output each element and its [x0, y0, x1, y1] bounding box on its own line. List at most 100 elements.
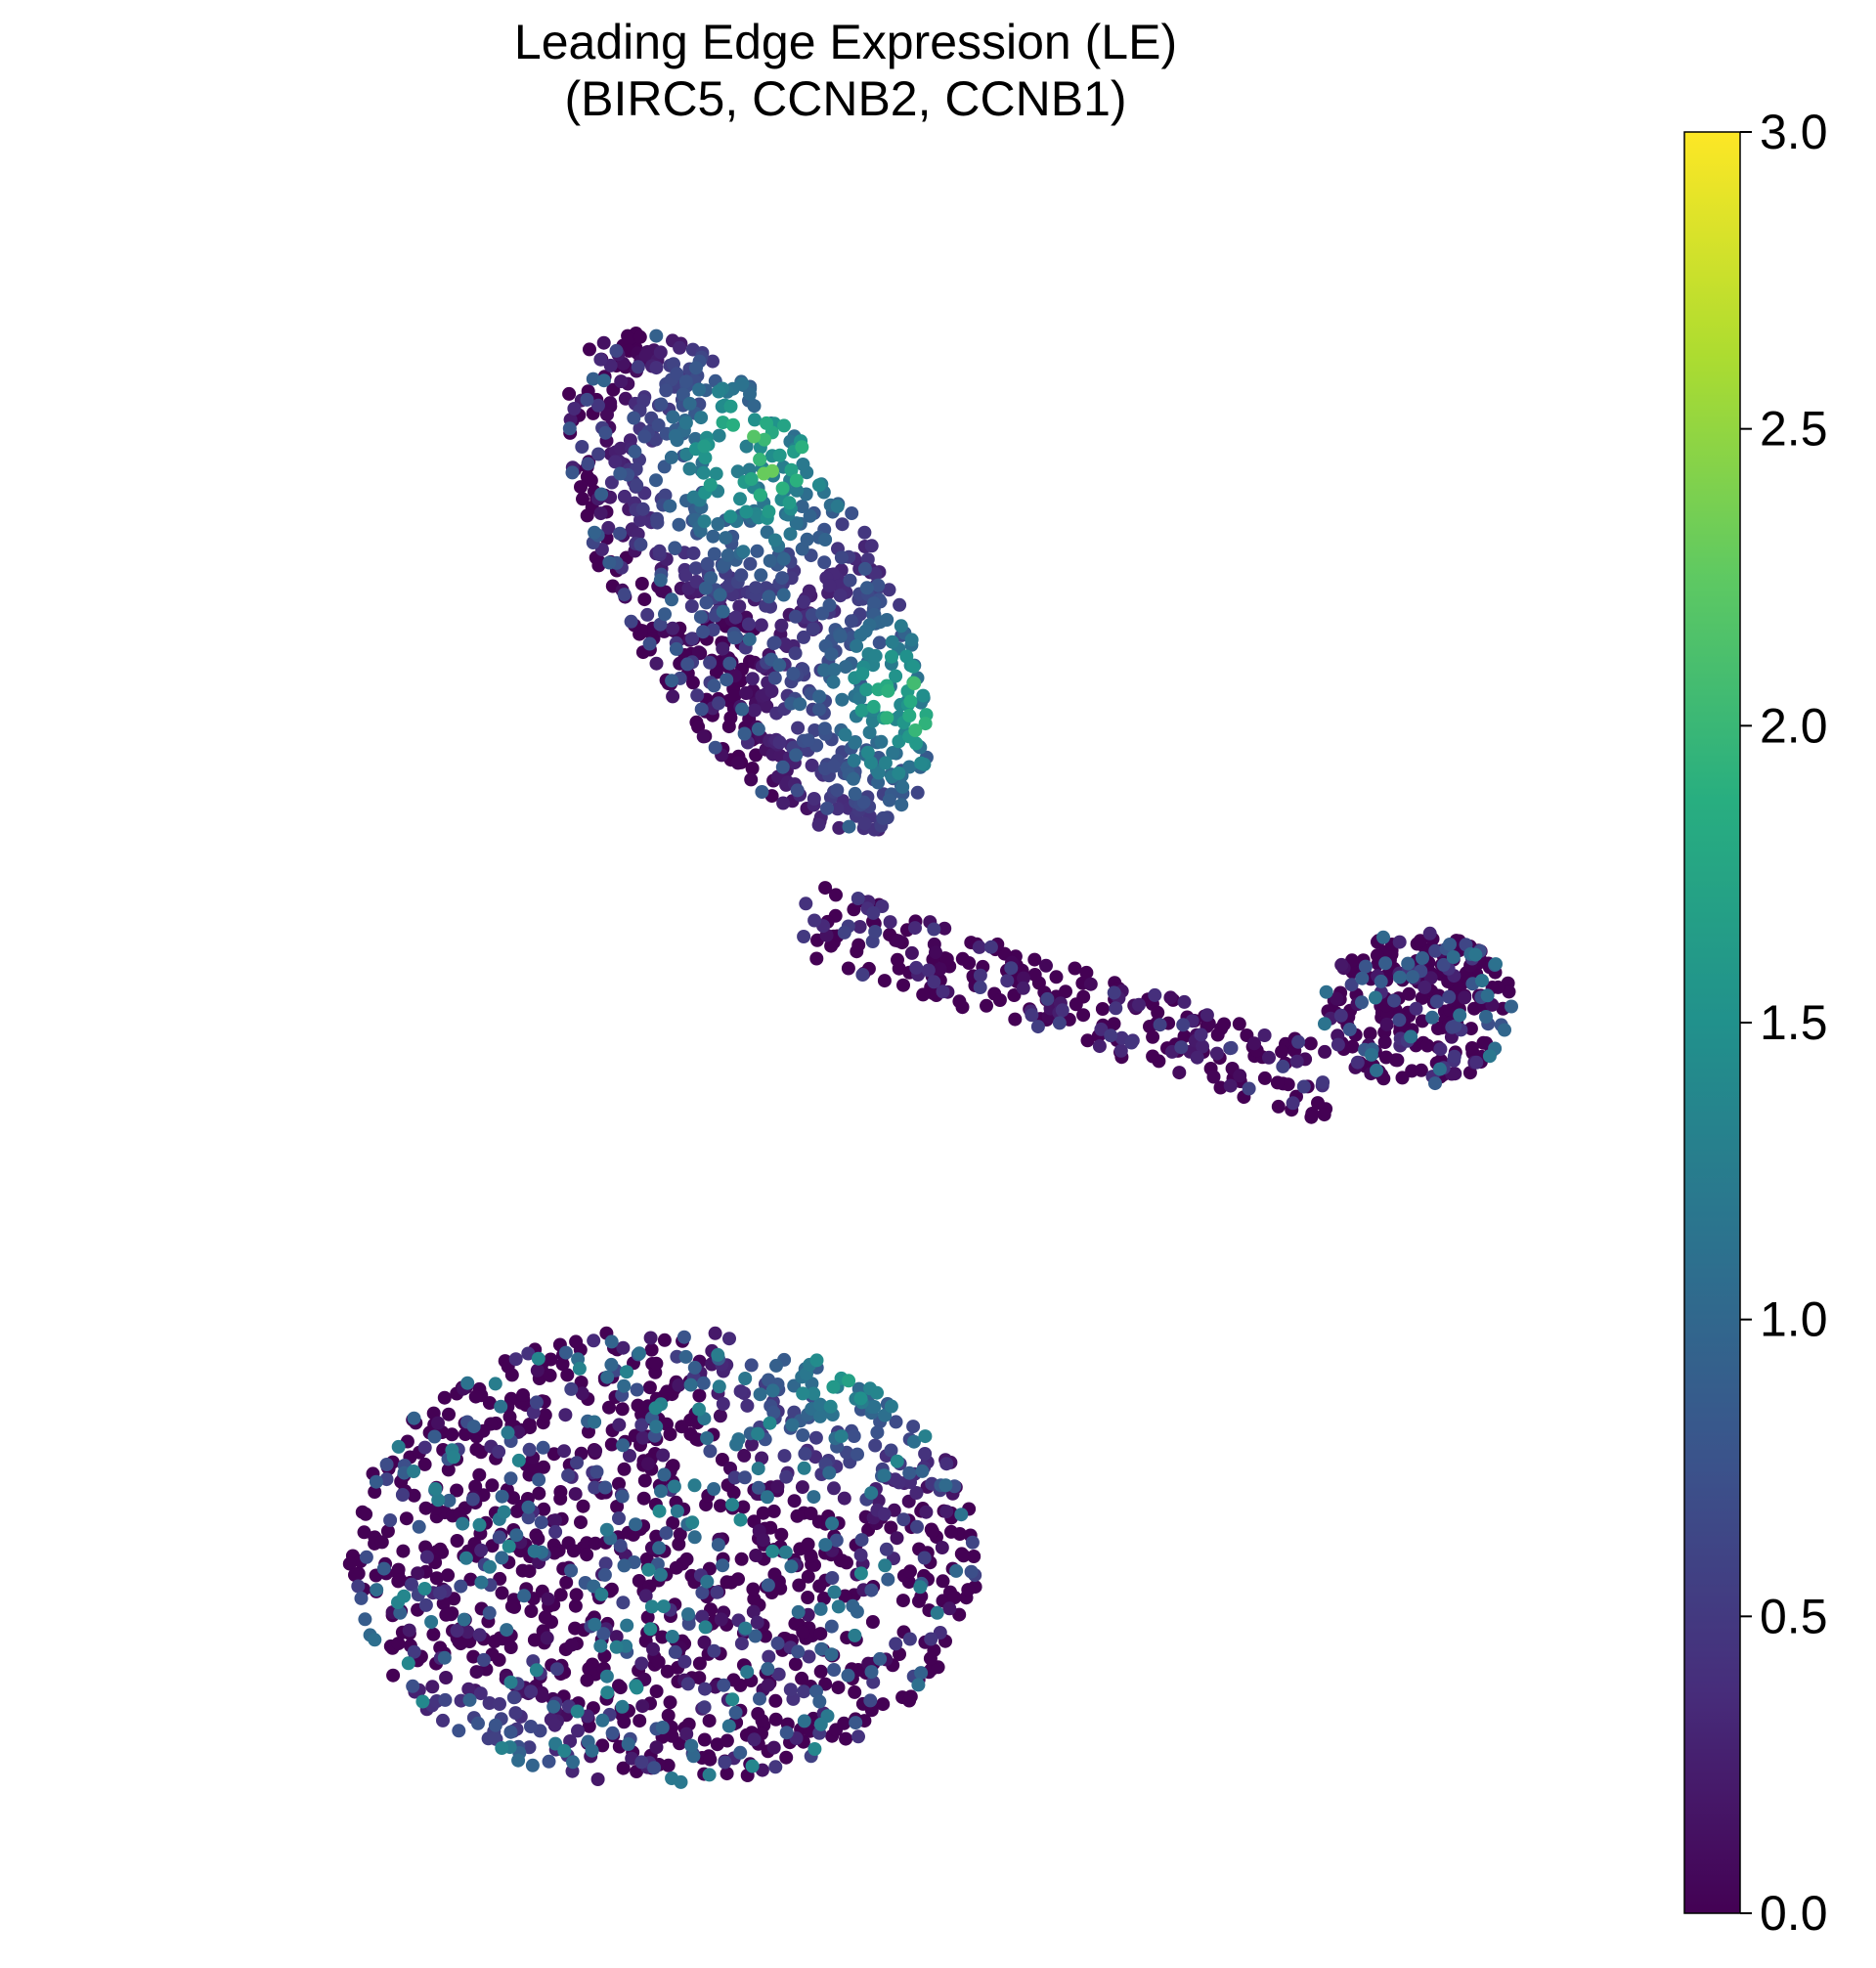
scatter-point: [876, 810, 891, 825]
scatter-point: [797, 930, 811, 943]
scatter-point: [736, 545, 751, 559]
scatter-point: [445, 1427, 459, 1442]
scatter-point: [651, 1655, 666, 1669]
scatter-point: [842, 1374, 856, 1388]
scatter-point: [902, 760, 917, 774]
scatter-point: [612, 1418, 627, 1432]
scatter-point: [613, 526, 628, 541]
scatter-point: [756, 1506, 770, 1520]
scatter-point: [1498, 1023, 1511, 1037]
scatter-point: [965, 1535, 980, 1550]
scatter-point: [540, 1631, 554, 1645]
scatter-point: [762, 590, 776, 604]
scatter-point: [868, 648, 883, 663]
colorbar-tick-label: 2.5: [1760, 402, 1828, 457]
scatter-point: [760, 415, 773, 430]
scatter-point: [703, 655, 718, 670]
scatter-point: [612, 1476, 626, 1491]
scatter-point: [655, 1721, 670, 1734]
scatter-point: [532, 1472, 546, 1487]
scatter-point: [495, 1586, 509, 1600]
scatter-point: [768, 1760, 783, 1774]
scatter-point: [813, 1397, 827, 1412]
scatter-point: [853, 628, 868, 642]
scatter-point: [593, 1639, 608, 1653]
scatter-point: [779, 1750, 794, 1765]
scatter-point: [918, 717, 933, 731]
scatter-point: [1429, 994, 1444, 1009]
scatter-point: [1176, 1018, 1191, 1032]
scatter-point: [797, 630, 810, 644]
scatter-point: [597, 1567, 612, 1582]
scatter-point: [447, 1450, 460, 1465]
scatter-point: [826, 675, 841, 689]
scatter-point: [731, 1572, 745, 1587]
scatter-point: [910, 785, 925, 800]
scatter-point: [680, 657, 695, 672]
scatter-point: [758, 1629, 772, 1643]
scatter-point: [1344, 978, 1359, 992]
scatter-point: [796, 1428, 810, 1442]
scatter-point: [697, 514, 712, 529]
scatter-point: [609, 343, 624, 358]
scatter-point: [688, 561, 703, 576]
scatter-point: [1270, 1075, 1285, 1090]
scatter-point: [952, 994, 967, 1009]
scatter-point: [939, 1505, 954, 1519]
scatter-point: [868, 567, 883, 581]
scatter-point: [508, 1352, 523, 1367]
scatter-point: [713, 1409, 727, 1423]
scatter-point: [1463, 1022, 1478, 1036]
scatter-point: [1331, 1037, 1345, 1052]
scatter-point: [695, 1609, 710, 1624]
scatter-point: [801, 1537, 815, 1552]
scatter-point: [425, 1680, 440, 1694]
scatter-point: [521, 1510, 536, 1525]
colorbar-gradient: [1683, 131, 1741, 1914]
scatter-point: [558, 1408, 573, 1422]
scatter-point: [902, 1632, 917, 1646]
scatter-point: [599, 1669, 614, 1684]
scatter-point: [838, 660, 852, 675]
scatter-point: [1489, 957, 1503, 972]
scatter-point: [906, 659, 921, 674]
scatter-point: [801, 1591, 815, 1604]
scatter-point: [914, 1666, 929, 1681]
scatter-point: [881, 683, 895, 698]
scatter-point: [850, 638, 864, 653]
scatter-point: [598, 425, 613, 440]
scatter-point: [783, 1683, 798, 1697]
scatter-point: [457, 1612, 471, 1627]
scatter-point: [939, 1457, 954, 1471]
scatter-point: [509, 1528, 524, 1543]
scatter-point: [788, 1657, 803, 1672]
scatter-point: [744, 772, 759, 787]
scatter-point: [738, 1372, 753, 1385]
scatter-point: [665, 592, 678, 607]
scatter-point: [713, 588, 727, 602]
scatter-point: [909, 1486, 924, 1500]
scatter-point: [793, 697, 807, 712]
scatter-point: [720, 673, 734, 687]
scatter-point: [766, 1504, 781, 1518]
scatter-point: [604, 1357, 619, 1372]
scatter-point: [834, 1429, 849, 1444]
scatter-point: [697, 1732, 712, 1747]
scatter-point: [770, 1479, 785, 1494]
scatter-point: [604, 1334, 619, 1349]
scatter-point: [635, 1430, 650, 1445]
scatter-point: [711, 1347, 725, 1362]
scatter-point: [866, 699, 881, 714]
scatter-point: [596, 1627, 611, 1641]
scatter-point: [868, 925, 883, 939]
scatter-point: [658, 607, 672, 622]
scatter-point: [1404, 1029, 1418, 1044]
scatter-point: [809, 1353, 824, 1368]
scatter-point: [665, 1771, 679, 1785]
scatter-point: [768, 533, 782, 547]
scatter-point: [751, 722, 765, 736]
scatter-point: [884, 1399, 898, 1414]
scatter-point: [798, 1447, 812, 1461]
scatter-point: [659, 1526, 674, 1541]
scatter-point: [630, 478, 644, 493]
